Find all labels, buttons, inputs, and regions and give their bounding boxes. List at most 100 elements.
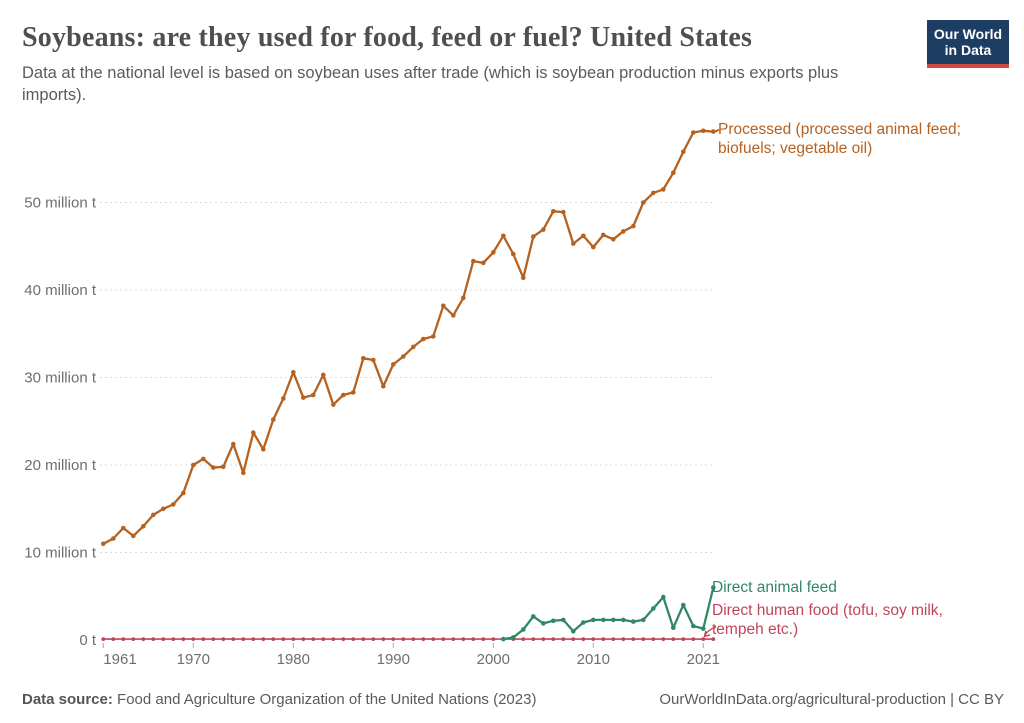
data-point-direct-human-food <box>211 637 216 641</box>
data-point-direct-human-food <box>461 637 466 641</box>
data-point-direct-human-food <box>481 637 486 641</box>
data-point-direct-animal-feed <box>661 594 666 600</box>
data-point-processed <box>611 237 616 242</box>
data-point-direct-animal-feed <box>541 621 546 626</box>
data-point-processed <box>711 129 716 134</box>
data-point-processed <box>371 357 376 363</box>
x-axis-tick-label: 1970 <box>177 651 210 668</box>
data-point-direct-human-food <box>471 637 476 641</box>
data-point-direct-human-food <box>421 637 426 641</box>
y-axis-tick-label: 30 million t <box>24 370 97 387</box>
data-point-direct-human-food <box>591 637 596 641</box>
data-point-direct-human-food <box>261 637 266 641</box>
data-point-direct-human-food <box>181 637 186 641</box>
data-point-processed <box>561 209 566 215</box>
data-point-processed <box>571 241 576 246</box>
series-label-direct-human-food-line2: tempeh etc.) <box>712 621 799 638</box>
data-point-direct-human-food <box>381 637 386 641</box>
data-point-direct-human-food <box>111 637 116 641</box>
data-point-direct-human-food <box>661 637 666 641</box>
y-axis-tick-label: 20 million t <box>24 457 97 474</box>
data-point-direct-human-food <box>191 637 196 641</box>
owid-logo-line1: Our World <box>933 26 1003 42</box>
data-point-direct-human-food <box>431 637 436 641</box>
data-point-direct-human-food <box>491 637 496 641</box>
data-point-direct-human-food <box>251 637 256 641</box>
data-point-direct-human-food <box>571 637 576 641</box>
data-point-processed <box>341 392 346 398</box>
x-axis-tick-label: 1990 <box>377 651 410 668</box>
data-point-direct-human-food <box>121 637 126 641</box>
data-point-processed <box>511 251 516 257</box>
data-point-processed <box>701 128 706 134</box>
data-source: Data source: Food and Agriculture Organi… <box>22 691 536 708</box>
data-point-processed <box>441 303 446 309</box>
data-point-direct-human-food <box>101 637 106 641</box>
data-point-processed <box>201 456 206 462</box>
data-point-direct-human-food <box>351 637 356 641</box>
data-point-direct-human-food <box>691 637 696 641</box>
data-point-processed <box>141 524 146 529</box>
data-point-direct-human-food <box>401 637 406 641</box>
data-point-processed <box>391 362 396 367</box>
data-point-direct-animal-feed <box>511 635 516 640</box>
data-point-direct-human-food <box>541 637 546 641</box>
x-axis-tick-label: 2000 <box>477 651 510 668</box>
data-point-processed <box>411 344 416 350</box>
data-point-direct-animal-feed <box>591 617 596 623</box>
data-point-processed <box>361 356 366 361</box>
data-point-processed <box>581 233 586 239</box>
x-axis-tick-label: 2010 <box>577 651 610 668</box>
data-point-processed <box>591 244 596 250</box>
data-point-direct-human-food <box>701 637 706 641</box>
data-point-processed <box>551 209 556 214</box>
data-point-processed <box>621 229 626 234</box>
data-point-processed <box>121 525 126 531</box>
data-point-processed <box>241 470 246 476</box>
data-point-direct-human-food <box>291 637 296 641</box>
series-label-direct-animal-feed-line1: Direct animal feed <box>712 579 837 596</box>
series-line-direct-animal-feed <box>502 586 715 641</box>
data-point-direct-human-food <box>151 637 156 641</box>
series-line-processed <box>102 129 715 545</box>
data-point-processed <box>381 384 386 389</box>
data-point-processed <box>231 441 236 447</box>
owid-logo: Our World in Data <box>927 20 1009 68</box>
data-point-direct-animal-feed <box>601 617 606 623</box>
data-point-direct-human-food <box>631 637 636 641</box>
data-point-direct-human-food <box>361 637 366 641</box>
data-point-direct-human-food <box>531 637 536 641</box>
data-point-processed <box>181 490 186 496</box>
data-point-processed <box>531 234 536 239</box>
data-source-label: Data source: <box>22 691 113 708</box>
data-point-direct-human-food <box>411 637 416 641</box>
data-point-direct-human-food <box>711 637 716 641</box>
data-point-processed <box>691 130 696 135</box>
series-label-direct-animal-feed: Direct animal feed <box>712 578 837 597</box>
data-point-processed <box>161 506 166 512</box>
data-point-processed <box>211 465 216 470</box>
data-point-processed <box>601 232 606 238</box>
data-point-direct-animal-feed <box>631 619 636 624</box>
data-point-processed <box>331 402 336 407</box>
y-axis-tick-label: 10 million t <box>24 545 97 562</box>
data-point-processed <box>261 447 266 452</box>
data-point-processed <box>171 502 176 507</box>
data-point-processed <box>481 260 486 266</box>
data-point-direct-human-food <box>371 637 376 641</box>
data-point-direct-human-food <box>601 637 606 641</box>
data-point-processed <box>281 396 286 401</box>
data-point-direct-human-food <box>171 637 176 641</box>
data-point-direct-human-food <box>221 637 226 641</box>
data-point-processed <box>401 354 406 359</box>
data-source-text: Food and Agriculture Organization of the… <box>112 691 537 708</box>
data-point-direct-human-food <box>441 637 446 641</box>
owid-logo-line2: in Data <box>944 42 992 58</box>
series-label-direct-human-food: Direct human food (tofu, soy milk, tempe… <box>712 601 943 639</box>
data-point-direct-animal-feed <box>581 620 586 625</box>
data-point-direct-human-food <box>231 637 236 641</box>
data-point-direct-animal-feed <box>701 626 706 631</box>
data-point-direct-human-food <box>131 637 136 641</box>
